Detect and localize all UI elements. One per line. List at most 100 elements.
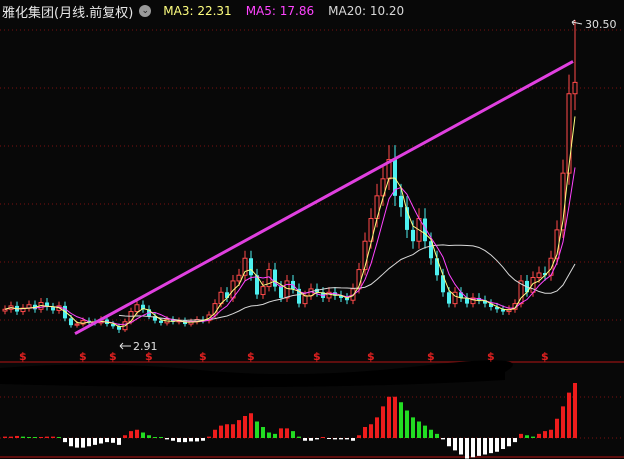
histogram-bar	[309, 438, 313, 441]
histogram-bar	[267, 432, 271, 438]
candle-down	[459, 292, 463, 298]
histogram-bar	[3, 436, 7, 438]
candle-down	[273, 269, 277, 287]
histogram-bar	[465, 438, 469, 459]
smudge-shape	[0, 360, 513, 388]
candle-down	[435, 258, 439, 276]
histogram-bar	[15, 435, 19, 438]
histogram-bar	[147, 435, 151, 438]
candle-up	[326, 291, 332, 299]
candle-down	[45, 302, 49, 308]
histogram-bar	[99, 438, 103, 444]
ma5-line	[4, 167, 576, 325]
histogram-bar	[21, 436, 25, 438]
histogram-bar	[249, 413, 253, 438]
ma3-value: MA3: 22.31	[163, 4, 232, 18]
signal-marker: $	[79, 350, 87, 363]
low-price-label: 2.91	[133, 340, 158, 353]
candle-down	[249, 258, 253, 276]
stock-title: 雅化集团(月线.前复权)	[2, 5, 134, 21]
candle-down	[441, 275, 445, 293]
histogram-bar	[285, 428, 289, 438]
candle-up	[380, 178, 386, 197]
histogram-bar	[75, 438, 79, 448]
candle-up	[236, 274, 242, 282]
histogram-bar	[543, 431, 547, 438]
histogram-bar	[561, 406, 565, 438]
candle-down	[495, 307, 499, 310]
candle-down	[489, 303, 493, 308]
candle-down	[465, 297, 469, 304]
low-arrow-icon	[119, 342, 131, 350]
histogram-bar	[129, 431, 133, 438]
candle-down	[159, 320, 163, 323]
candle-down	[411, 229, 415, 242]
histogram-bar	[417, 421, 421, 438]
histogram-bar	[81, 438, 85, 448]
candle-up	[362, 240, 368, 271]
histogram-bar	[327, 438, 331, 439]
chevron-down-icon[interactable]: ⌄	[139, 5, 152, 17]
candle-up	[2, 308, 8, 312]
ma20-value: MA20: 10.20	[328, 4, 405, 18]
histogram-bar	[531, 436, 535, 438]
candle-up	[260, 286, 266, 296]
histogram-bar	[387, 396, 391, 438]
candle-up	[536, 272, 542, 279]
candle-down	[225, 292, 229, 298]
histogram-bar	[261, 427, 265, 438]
histogram-bar	[471, 438, 475, 458]
candle-down	[333, 292, 337, 296]
histogram-bar	[411, 417, 415, 438]
histogram-bar	[231, 424, 235, 438]
candle-up	[80, 320, 86, 325]
histogram-bar	[171, 438, 175, 441]
candle-up	[134, 304, 140, 313]
histogram-bar	[495, 438, 499, 452]
histogram-bar	[405, 410, 409, 438]
histogram-bar	[87, 438, 91, 447]
histogram-bar	[195, 438, 199, 442]
histogram-bar	[189, 438, 193, 442]
signal-marker: $	[109, 350, 117, 363]
candle-down	[51, 307, 55, 311]
candle-down	[297, 288, 301, 304]
histogram-bar	[183, 438, 187, 443]
histogram-bar	[339, 438, 343, 440]
histogram-bar	[105, 438, 109, 443]
histogram-bar	[429, 429, 433, 438]
histogram-bar	[33, 437, 37, 438]
ma3-line	[4, 116, 576, 328]
histogram-bar	[315, 438, 319, 440]
candle-down	[483, 300, 487, 304]
histogram-bar	[477, 438, 481, 456]
signal-marker: $	[427, 350, 435, 363]
histogram-bar	[303, 438, 307, 441]
chart-header: 雅化集团(月线.前复权) ⌄ MA3: 22.31 MA5: 17.86 MA2…	[2, 2, 418, 21]
histogram-bar	[555, 418, 559, 438]
candle-down	[279, 286, 283, 298]
histogram-bar	[375, 417, 379, 438]
signal-marker: $	[247, 350, 255, 363]
histogram-bar	[93, 438, 97, 445]
histogram-bar	[159, 437, 163, 438]
histogram-bar	[39, 437, 43, 438]
histogram-bar	[207, 436, 211, 438]
signal-marker: $	[313, 350, 321, 363]
candle-up	[242, 257, 248, 276]
histogram-bar	[447, 438, 451, 447]
histogram-bar	[393, 396, 397, 438]
candle-down	[345, 297, 349, 301]
histogram-bar	[519, 433, 523, 438]
histogram-bar	[423, 425, 427, 438]
candle-down	[429, 241, 433, 259]
histogram-bar	[549, 429, 553, 438]
smudge-band	[0, 360, 513, 388]
histogram-bar	[381, 406, 385, 438]
histogram-bar	[363, 427, 367, 438]
signal-marker: $	[367, 350, 375, 363]
candle-down	[447, 292, 451, 304]
signal-marker: $	[19, 350, 27, 363]
